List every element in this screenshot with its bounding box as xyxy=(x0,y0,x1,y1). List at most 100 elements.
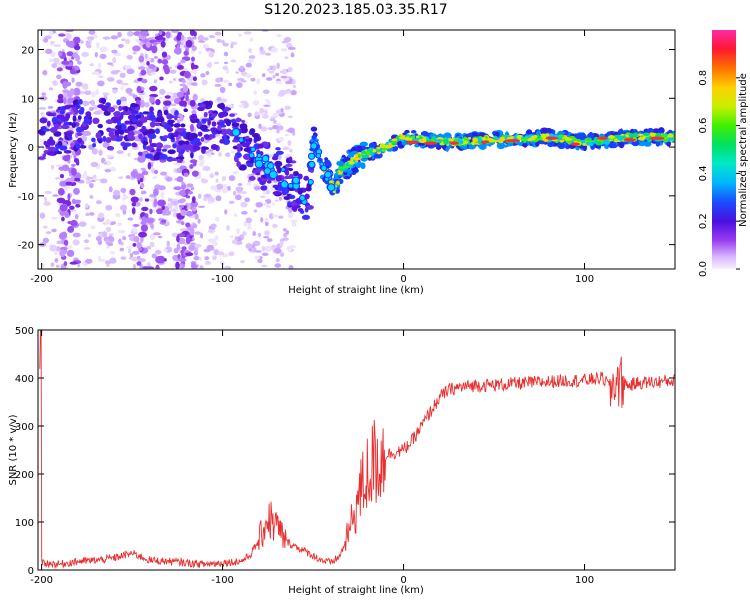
spectrogram-band-mark xyxy=(77,98,83,105)
spectrogram-noise-mark xyxy=(42,69,48,76)
colorbar: 0.0 0.2 0.4 0.6 0.8 Normalized spectral ampl… xyxy=(698,30,749,277)
spectrogram-blob-mark xyxy=(141,170,149,176)
spectrogram-noise-mark xyxy=(230,59,237,63)
spectrogram-noise-mark xyxy=(114,69,121,73)
spectrogram-band-mark xyxy=(57,140,63,147)
spectrogram-blob-mark xyxy=(56,197,66,204)
spectrogram-blob-mark xyxy=(158,185,166,191)
spectrogram-hotspot-mark xyxy=(480,140,490,144)
spectrogram-noise-mark xyxy=(247,112,252,118)
spectrogram-band-mark xyxy=(101,105,109,112)
spectrogram-signal-mark xyxy=(339,168,345,172)
spectrogram-noise-mark xyxy=(90,225,96,230)
spectrogram-noise-mark xyxy=(91,148,98,155)
spectrogram-blob-mark xyxy=(59,210,66,216)
spectrogram-blob-mark xyxy=(179,114,184,122)
spectrogram-signal-mark xyxy=(463,140,468,145)
spectrogram-blob-mark xyxy=(189,99,196,107)
spectrogram-blob-mark xyxy=(130,196,139,203)
spectrogram-noise-mark xyxy=(197,193,202,199)
spectrogram-band-mark xyxy=(95,132,102,139)
spectrogram-band-mark xyxy=(236,161,241,168)
spectrogram-blob-mark xyxy=(158,30,163,36)
spectrogram-band-mark xyxy=(114,129,120,136)
spectrogram-signal-mark xyxy=(620,136,625,139)
spectrogram-blob-mark xyxy=(187,238,193,242)
spectrogram-noise-mark xyxy=(215,216,220,222)
spectrogram-y-label: Frequency (Hz) xyxy=(8,112,19,188)
spectrogram-noise-mark xyxy=(247,222,252,229)
spectrogram-band-mark xyxy=(237,147,241,153)
spectrogram-blob-mark xyxy=(142,266,148,269)
spectrogram-noise-mark xyxy=(235,194,242,201)
spectrogram-highlight-mark xyxy=(308,160,316,169)
spectrogram-band-mark xyxy=(201,146,208,150)
spectrogram-noise-mark xyxy=(235,82,243,88)
spectrogram-blob-mark xyxy=(173,186,182,191)
spectrogram-signal-mark xyxy=(379,143,386,148)
spectrogram-noise-mark xyxy=(199,265,204,269)
spectrogram-blob-mark xyxy=(185,210,194,217)
spectrogram-noise-mark xyxy=(265,189,271,195)
spectrogram-noise-mark xyxy=(153,79,157,84)
spectrogram-band-mark xyxy=(177,128,184,134)
spectrogram-noise-mark xyxy=(147,198,155,202)
spectrogram-noise-mark xyxy=(99,258,106,262)
spectrogram-band-mark xyxy=(72,106,77,113)
spectrogram-noise-mark xyxy=(160,171,168,176)
spectrogram-signal-mark xyxy=(376,146,381,150)
spectrogram-noise-mark xyxy=(283,228,287,232)
spectrogram-band-mark xyxy=(137,151,143,156)
spectrogram-band-mark xyxy=(155,117,164,123)
spectrogram-noise-mark xyxy=(128,248,132,254)
spectrogram-blob-mark xyxy=(133,235,140,243)
spectrogram-blob-mark xyxy=(163,100,172,106)
spectrogram-noise-mark xyxy=(216,96,222,102)
snr-y-tick-label: 300 xyxy=(15,422,34,433)
spectrogram-band-mark xyxy=(303,175,310,181)
spectrogram-noise-mark xyxy=(283,89,292,94)
spectrogram-band-mark xyxy=(42,128,51,132)
spectrogram-noise-mark xyxy=(88,30,96,35)
spectrogram-noise-mark xyxy=(106,154,114,158)
spectrogram-noise-mark xyxy=(129,253,134,258)
spectrogram-noise-mark xyxy=(85,258,93,264)
spectrogram-blob-mark xyxy=(189,229,195,236)
spectrogram-x-tick-label: 100 xyxy=(575,274,594,285)
spectrogram-blob-mark xyxy=(63,97,67,105)
spectrogram-noise-mark xyxy=(102,231,108,238)
spectrogram-blob-mark xyxy=(131,207,136,215)
spectrogram-noise-mark xyxy=(254,255,261,260)
spectrogram-noise-mark xyxy=(137,141,143,146)
spectrogram-blob-mark xyxy=(63,261,68,267)
spectrogram-noise-mark xyxy=(204,260,211,265)
spectrogram-blob-mark xyxy=(153,169,159,175)
spectrogram-noise-mark xyxy=(244,197,251,203)
spectrogram-blob-mark xyxy=(152,41,158,46)
spectrogram-blob-mark xyxy=(131,202,137,207)
spectrogram-noise-mark xyxy=(275,80,283,84)
spectrogram-band-mark xyxy=(272,190,282,196)
spectrogram-noise-mark xyxy=(222,65,229,71)
spectrogram-band-mark xyxy=(59,145,68,151)
spectrogram-band-mark xyxy=(631,140,640,147)
spectrogram-noise-mark xyxy=(119,72,126,79)
spectrogram-noise-mark xyxy=(39,143,45,146)
spectrogram-band-mark xyxy=(324,159,331,167)
spectrogram-noise-mark xyxy=(261,73,266,78)
spectrogram-noise-mark xyxy=(97,255,102,262)
spectrogram-noise-mark xyxy=(75,81,83,87)
spectrogram-noise-mark xyxy=(230,44,234,49)
spectrogram-noise-mark xyxy=(132,250,140,255)
spectrogram-noise-mark xyxy=(80,40,84,44)
spectrogram-blob-mark xyxy=(70,175,75,183)
spectrogram-noise-mark xyxy=(155,249,162,255)
spectrogram-noise-mark xyxy=(283,133,290,137)
spectrogram-blob-mark xyxy=(177,258,187,262)
spectrogram-noise-mark xyxy=(262,114,269,119)
spectrogram-band-mark xyxy=(172,143,177,149)
spectrogram-noise-mark xyxy=(172,78,177,81)
spectrogram-noise-mark xyxy=(237,78,245,81)
spectrogram-noise-mark xyxy=(95,88,100,96)
